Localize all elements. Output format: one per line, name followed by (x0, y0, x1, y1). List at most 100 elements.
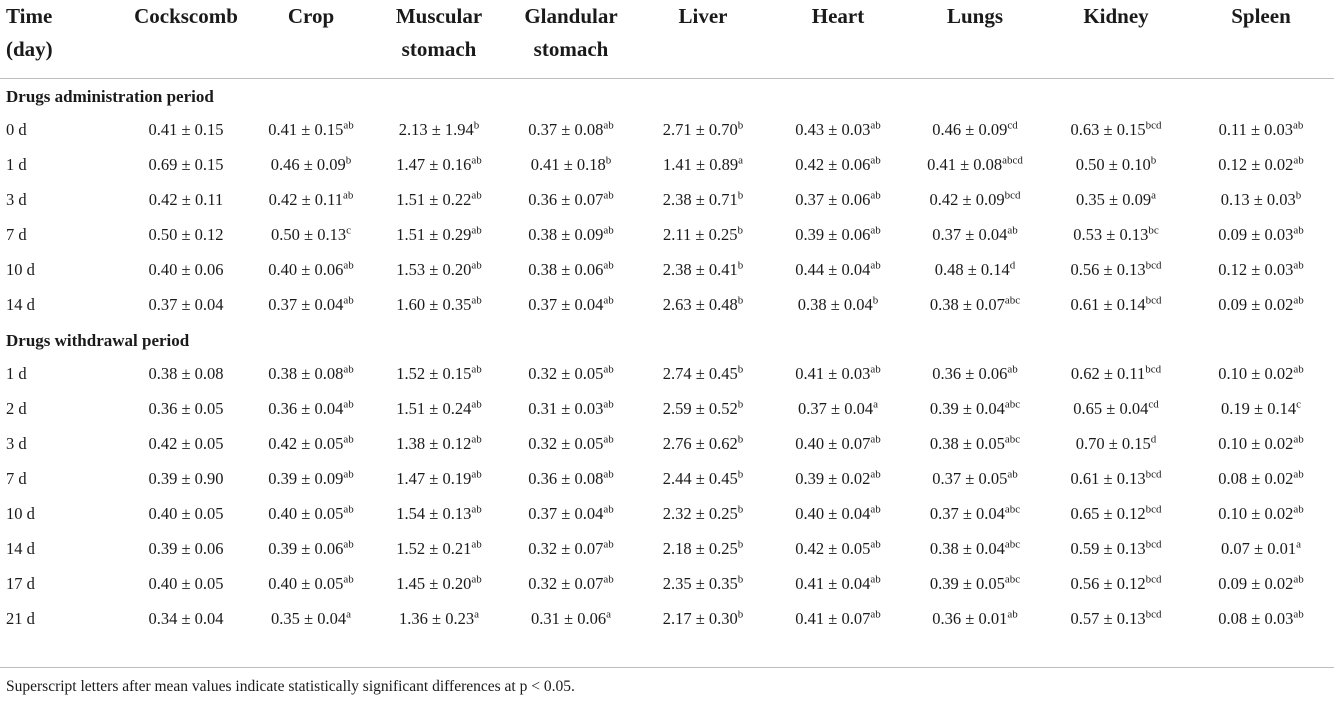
mean-sd-value: 0.10 ± 0.02 (1218, 434, 1294, 453)
mean-sd-value: 0.37 ± 0.05 (932, 469, 1008, 488)
significance-letters: ab (1007, 608, 1018, 621)
mean-sd-value: 0.37 ± 0.04 (528, 504, 604, 523)
mean-sd-value: 0.42 ± 0.11 (268, 190, 344, 209)
value-cell: 1.51 ± 0.22ab (372, 183, 506, 218)
mean-sd-value: 0.38 ± 0.05 (929, 434, 1005, 453)
mean-sd-value: 0.62 ± 0.11 (1070, 364, 1146, 383)
significance-letters: ab (471, 294, 482, 307)
significance-letters: ab (1293, 433, 1304, 446)
value-cell: 0.09 ± 0.03ab (1188, 218, 1334, 253)
value-cell: 0.56 ± 0.12bcd (1044, 567, 1188, 602)
significance-letters: bcd (1145, 538, 1162, 551)
significance-letters: ab (471, 224, 482, 237)
table-row: 7 d 0.50 ± 0.12 0.50 ± 0.13c 1.51 ± 0.29ab 0… (0, 218, 1334, 253)
value-cell: 0.50 ± 0.12 (122, 218, 250, 253)
mean-sd-value: 0.36 ± 0.06 (932, 364, 1008, 383)
mean-sd-value: 0.42 ± 0.09 (929, 190, 1005, 209)
section-title: Drugs administration period (6, 86, 214, 106)
value-cell: 1.47 ± 0.16ab (372, 148, 506, 183)
mean-sd-value: 1.60 ± 0.35 (396, 295, 472, 314)
mean-sd-value: 0.39 ± 0.02 (795, 469, 871, 488)
mean-sd-value: 2.18 ± 0.25 (662, 539, 738, 558)
significance-letters: b (737, 294, 744, 307)
column-header-lungs: Lungs (946, 4, 1004, 28)
value-cell: 0.11 ± 0.03ab (1188, 113, 1334, 148)
value-cell: 0.09 ± 0.02ab (1188, 567, 1334, 602)
time-cell: 10 d (6, 260, 35, 279)
mean-sd-value: 0.61 ± 0.13 (1070, 469, 1146, 488)
value-cell: 0.32 ± 0.07ab (506, 567, 636, 602)
mean-sd-value: 2.38 ± 0.41 (662, 260, 738, 279)
value-cell: 0.38 ± 0.06ab (506, 253, 636, 288)
mean-sd-value: 0.10 ± 0.02 (1218, 364, 1294, 383)
time-cell: 17 d (6, 574, 35, 593)
column-header-time: Time (day) (6, 4, 53, 61)
value-cell: 0.42 ± 0.05ab (250, 427, 372, 462)
significance-letters: ab (471, 503, 482, 516)
mean-sd-value: 0.41 ± 0.08 (927, 155, 1003, 174)
significance-letters: ab (343, 294, 354, 307)
value-cell: 0.08 ± 0.02ab (1188, 462, 1334, 497)
significance-letters: abcd (1002, 154, 1023, 167)
mean-sd-value: 0.42 ± 0.05 (795, 539, 871, 558)
mean-sd-value: 0.11 ± 0.03 (1218, 120, 1294, 139)
mean-sd-value: 0.38 ± 0.04 (797, 295, 873, 314)
significance-letters: b (345, 154, 352, 167)
mean-sd-value: 0.38 ± 0.07 (929, 295, 1005, 314)
mean-sd-value: 2.17 ± 0.30 (662, 609, 738, 628)
value-cell: 0.61 ± 0.14bcd (1044, 288, 1188, 323)
mean-sd-value: 0.50 ± 0.12 (148, 225, 224, 244)
significance-letters: ab (603, 573, 614, 586)
significance-letters: ab (1007, 468, 1018, 481)
significance-letters: a (606, 608, 611, 621)
mean-sd-value: 0.46 ± 0.09 (932, 120, 1008, 139)
table-header: Time (day) Cockscomb Crop Muscular stomach… (0, 0, 1334, 79)
value-cell: 0.48 ± 0.14d (906, 253, 1044, 288)
value-cell: 0.34 ± 0.04 (122, 602, 250, 637)
significance-letters: ab (471, 433, 482, 446)
value-cell: 2.13 ± 1.94b (372, 113, 506, 148)
mean-sd-value: 0.39 ± 0.09 (268, 469, 344, 488)
significance-letters: ab (471, 538, 482, 551)
mean-sd-value: 0.50 ± 0.13 (271, 225, 347, 244)
value-cell: 0.38 ± 0.07abc (906, 288, 1044, 323)
significance-letters: ab (1293, 573, 1304, 586)
value-cell: 2.38 ± 0.41b (636, 253, 770, 288)
column-header-spleen: Spleen (1231, 4, 1291, 28)
value-cell: 0.56 ± 0.13bcd (1044, 253, 1188, 288)
significance-letters: b (737, 363, 744, 376)
table-row: 0 d 0.41 ± 0.15 0.41 ± 0.15ab 2.13 ± 1.94b 0… (0, 113, 1334, 148)
value-cell: 0.13 ± 0.03b (1188, 183, 1334, 218)
value-cell: 0.38 ± 0.05abc (906, 427, 1044, 462)
significance-letters: abc (1004, 573, 1021, 586)
value-cell: 0.19 ± 0.14c (1188, 392, 1334, 427)
value-cell: 1.52 ± 0.15ab (372, 357, 506, 392)
significance-letters: b (737, 468, 744, 481)
mean-sd-value: 1.45 ± 0.20 (396, 574, 472, 593)
value-cell: 0.32 ± 0.05ab (506, 427, 636, 462)
column-header-heart: Heart (811, 4, 865, 28)
time-cell: 7 d (6, 469, 27, 488)
value-cell: 0.09 ± 0.02ab (1188, 288, 1334, 323)
value-cell: 1.60 ± 0.35ab (372, 288, 506, 323)
table-row: 1 d 0.38 ± 0.08 0.38 ± 0.08ab 1.52 ± 0.15ab… (0, 357, 1334, 392)
significance-letters: ab (343, 538, 354, 551)
value-cell: 0.38 ± 0.04abc (906, 532, 1044, 567)
mean-sd-value: 0.39 ± 0.90 (148, 469, 224, 488)
significance-letters: ab (1293, 294, 1304, 307)
mean-sd-value: 0.57 ± 0.13 (1070, 609, 1146, 628)
significance-letters: ab (1293, 119, 1304, 132)
value-cell: 0.36 ± 0.08ab (506, 462, 636, 497)
significance-letters: abc (1004, 503, 1021, 516)
significance-letters: ab (1293, 259, 1304, 272)
value-cell: 0.41 ± 0.03ab (770, 357, 906, 392)
significance-letters: d (1150, 433, 1157, 446)
value-cell: 0.36 ± 0.04ab (250, 392, 372, 427)
time-cell: 14 d (6, 295, 35, 314)
mean-sd-value: 0.37 ± 0.08 (528, 120, 604, 139)
mean-sd-value: 0.40 ± 0.07 (795, 434, 871, 453)
table-row: 17 d 0.40 ± 0.05 0.40 ± 0.05ab 1.45 ± 0.20a… (0, 567, 1334, 602)
significance-letters: ab (603, 224, 614, 237)
mean-sd-value: 2.63 ± 0.48 (662, 295, 738, 314)
mean-sd-value: 1.47 ± 0.16 (396, 155, 472, 174)
